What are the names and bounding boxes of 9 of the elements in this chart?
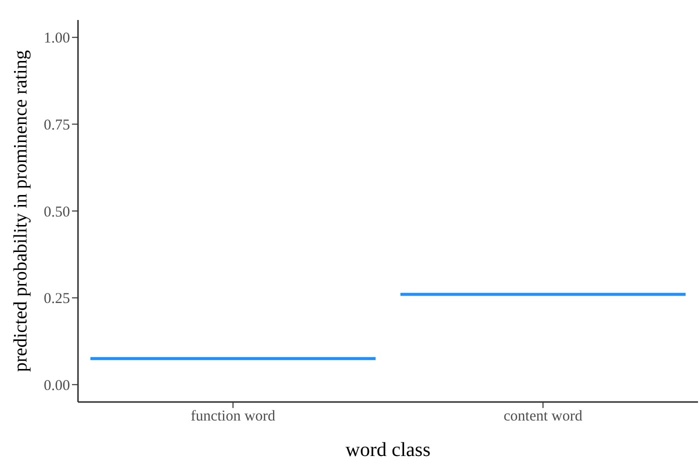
x-tick-label: content word xyxy=(504,408,583,425)
y-axis-title: predicted probability in prominence rating xyxy=(10,50,32,372)
x-axis-title: word class xyxy=(346,439,431,461)
x-tick-label: function word xyxy=(190,408,276,425)
y-tick-label: 0.00 xyxy=(44,378,70,394)
y-tick-label: 0.25 xyxy=(44,291,70,308)
y-tick-label: 1.00 xyxy=(44,30,70,47)
y-tick-label: 0.75 xyxy=(44,118,70,134)
y-tick-label: 0.50 xyxy=(44,204,70,220)
